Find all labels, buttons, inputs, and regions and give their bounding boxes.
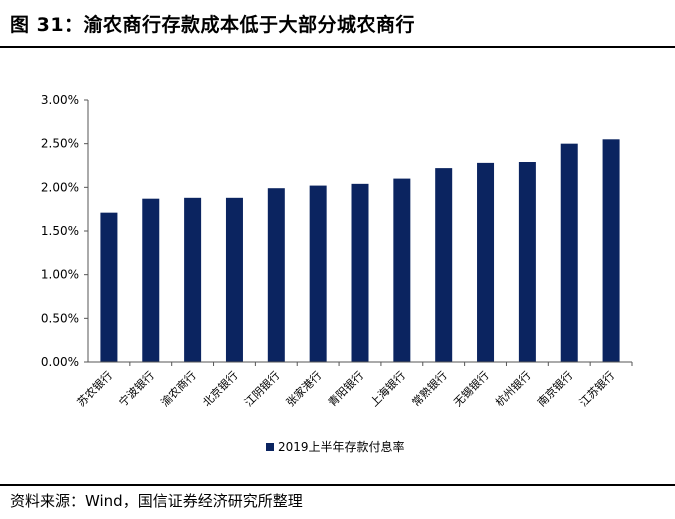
legend: 2019上半年存款付息率 bbox=[266, 439, 405, 454]
figure-title: 图 31：渝农商行存款成本低于大部分城农商行 bbox=[10, 14, 416, 36]
x-tick-label: 江阴银行 bbox=[241, 368, 282, 409]
y-tick-label: 2.00% bbox=[41, 180, 79, 194]
title-rule bbox=[0, 46, 675, 48]
y-tick-label: 1.50% bbox=[41, 224, 79, 238]
x-tick-label: 杭州银行 bbox=[492, 368, 533, 409]
bar bbox=[351, 183, 369, 362]
y-tick-label: 1.00% bbox=[41, 268, 79, 282]
bar bbox=[393, 178, 411, 362]
bar bbox=[309, 185, 327, 362]
bar bbox=[435, 168, 453, 362]
bars bbox=[100, 139, 620, 362]
x-tick-label: 张家港行 bbox=[283, 368, 324, 409]
source-note: 资料来源：Wind，国信证券经济研究所整理 bbox=[10, 492, 303, 510]
x-axis-labels: 苏农银行 宁波银行 渝农商行 北京银行 江阴银行 张家港行 青阳银行 上海银行 常熟银行 无锡银行… bbox=[74, 362, 633, 409]
bar bbox=[267, 188, 285, 362]
bar bbox=[142, 198, 160, 362]
bar bbox=[477, 162, 495, 362]
bar-chart: 0.00% 0.50% 1.00% 1.50% 2.00% 2.50% 3.00% 苏农银行… bbox=[41, 93, 633, 454]
x-tick-label: 南京银行 bbox=[534, 368, 575, 409]
bar bbox=[184, 197, 202, 362]
y-tick-label: 3.00% bbox=[41, 93, 79, 107]
legend-label: 2019上半年存款付息率 bbox=[278, 439, 405, 454]
bar bbox=[560, 143, 578, 362]
x-tick-label: 江苏银行 bbox=[576, 368, 617, 409]
bar bbox=[100, 212, 118, 362]
x-tick-label: 苏农银行 bbox=[74, 368, 115, 409]
y-tick-label: 0.00% bbox=[41, 355, 79, 369]
x-tick-label: 北京银行 bbox=[200, 368, 241, 409]
legend-swatch bbox=[266, 443, 274, 451]
x-tick-label: 渝农商行 bbox=[158, 368, 199, 409]
x-tick-label: 常熟银行 bbox=[409, 368, 450, 409]
bar bbox=[225, 197, 243, 362]
x-tick-label: 上海银行 bbox=[367, 368, 408, 409]
bar bbox=[518, 162, 536, 362]
y-axis-ticks: 0.00% 0.50% 1.00% 1.50% 2.00% 2.50% 3.00% bbox=[41, 93, 88, 369]
bar bbox=[602, 139, 620, 362]
y-tick-label: 2.50% bbox=[41, 137, 79, 151]
y-tick-label: 0.50% bbox=[41, 311, 79, 325]
x-tick-label: 青阳银行 bbox=[325, 368, 366, 409]
x-tick-label: 无锡银行 bbox=[451, 368, 492, 409]
source-rule bbox=[0, 484, 675, 486]
x-tick-label: 宁波银行 bbox=[116, 368, 157, 409]
